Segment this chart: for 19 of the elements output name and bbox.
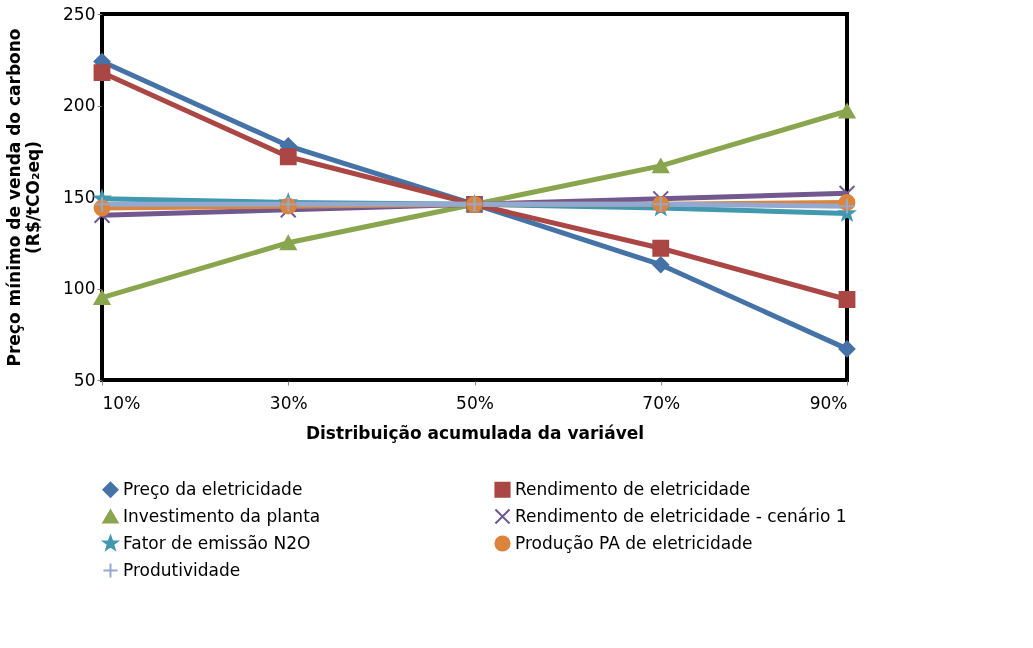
x-tick-label: 50% <box>456 392 494 413</box>
legend-label: Preço da eletricidade <box>123 478 303 499</box>
x-tick-label: 90% <box>809 392 848 413</box>
y-tick-label: 200 <box>63 95 96 115</box>
legend-label: Fator de emissão N2O <box>123 532 311 553</box>
legend-label: Rendimento de eletricidade <box>515 478 751 499</box>
x-tick-label: 30% <box>269 392 308 413</box>
legend-label: Produção PA de eletricidade <box>515 532 753 553</box>
legend-label: Rendimento de eletricidade - cenário 1 <box>515 505 847 526</box>
legend-label: Investimento da planta <box>123 505 321 526</box>
x-axis-title: Distribuição acumulada da variável <box>305 422 645 443</box>
y-tick-label: 50 <box>73 369 96 390</box>
y-tick-label: 100 <box>63 278 96 298</box>
y-axis-title: Preço mínimo de venda do carbono (R$/tCO₂eq) <box>4 28 44 367</box>
legend-label: Produtividade <box>123 559 241 580</box>
y-tick-label: 150 <box>63 186 96 207</box>
x-tick-label: 70% <box>642 392 681 413</box>
y-tick-label: 250 <box>63 3 96 24</box>
x-tick-label: 10% <box>102 392 141 413</box>
